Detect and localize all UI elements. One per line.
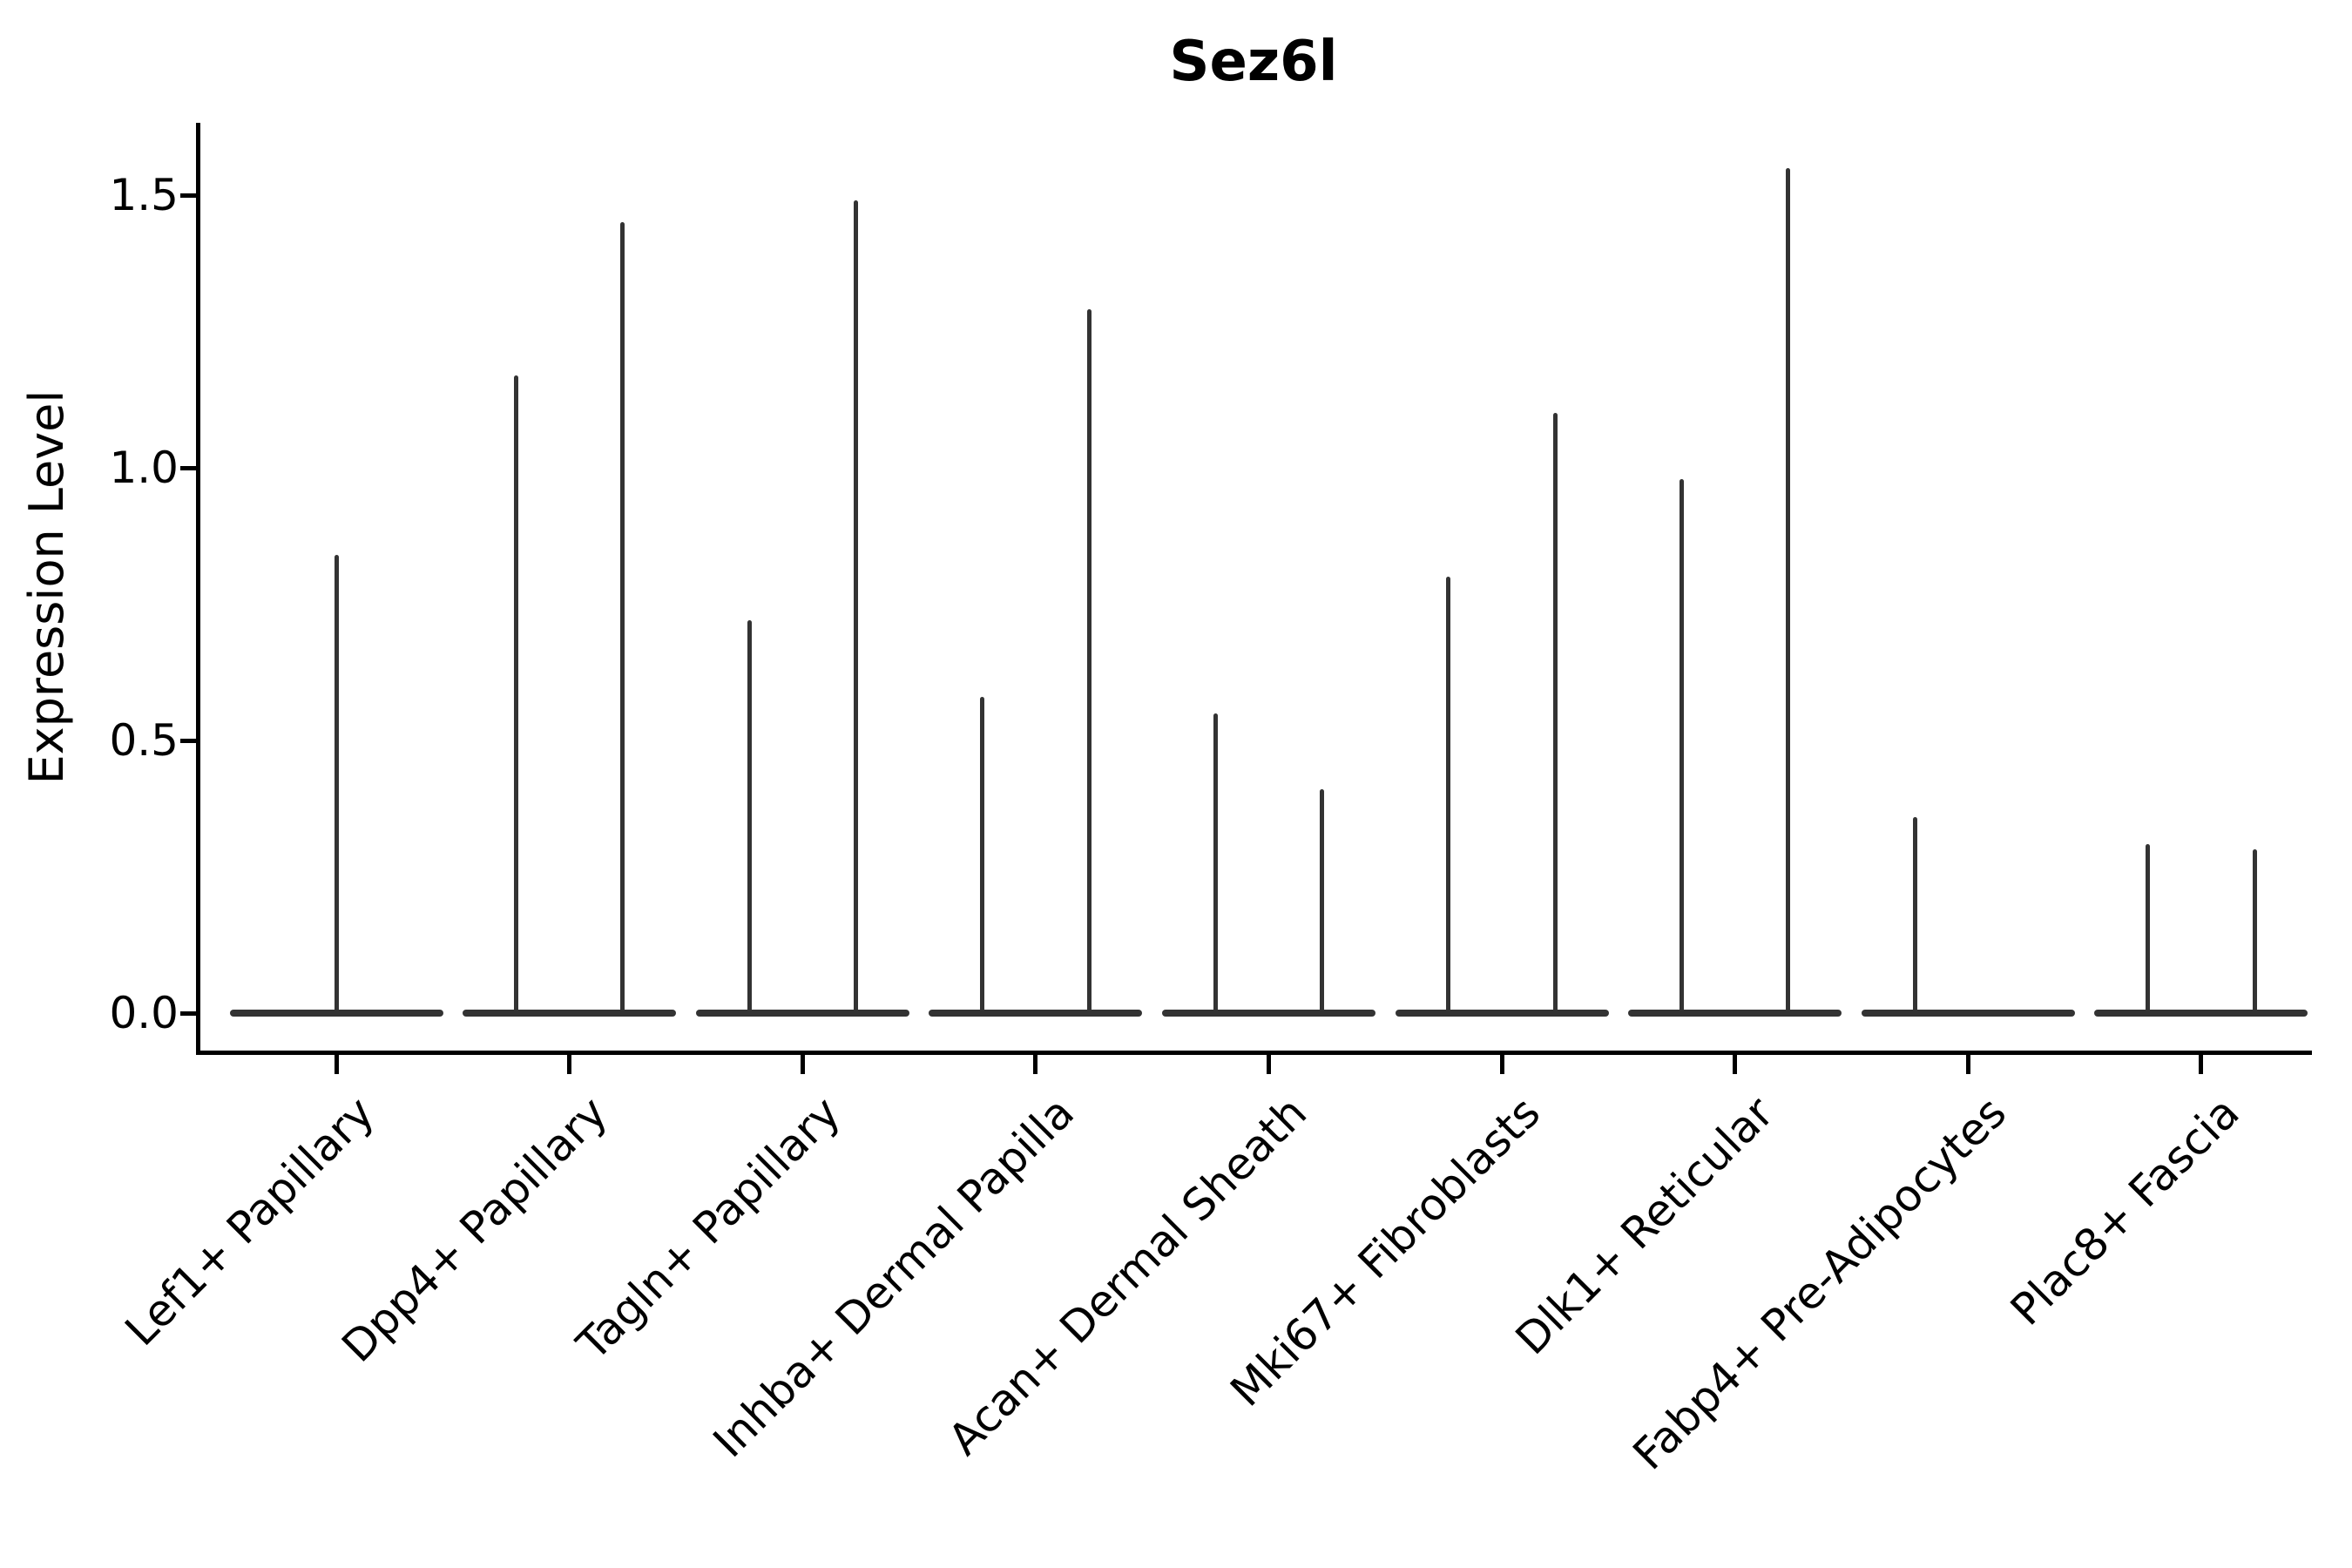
x-category-label: Plac8+ Fascia [2001,1087,2249,1335]
violin-spike [1446,577,1451,1013]
violin-pancake [2094,1010,2308,1017]
x-tick-mark [1499,1054,1504,1074]
violin-spike [853,200,858,1013]
y-tick-label: 0.0 [109,988,179,1038]
violin-spike [747,620,752,1013]
violin-spike [334,555,339,1013]
violin-pancake [929,1010,1143,1017]
x-tick-mark [1733,1054,1738,1074]
violin-spike [1086,309,1092,1013]
x-tick-mark [2199,1054,2204,1074]
violin-pancake [1861,1010,2075,1017]
violin-spike [1320,789,1325,1013]
x-tick-mark [567,1054,572,1074]
violin-spike [620,222,625,1013]
violin-spike [1213,713,1218,1013]
y-axis-spine [195,123,200,1055]
violin-spike [2146,843,2151,1013]
violin-spike [1786,167,1791,1013]
violin-spike [980,696,985,1013]
chart-title: Sez6l [1169,30,1338,94]
x-tick-mark [1266,1054,1271,1074]
x-tick-mark [334,1054,339,1074]
y-tick-label: 1.5 [109,170,179,220]
x-category-label: Lef1+ Papillary [115,1087,385,1356]
y-tick-label: 0.5 [109,715,179,766]
x-tick-mark [800,1054,805,1074]
violin-pancake [1628,1010,1842,1017]
x-tick-mark [1965,1054,1970,1074]
violin-pancake [1161,1010,1375,1017]
violin-spike [1679,478,1684,1013]
y-tick-mark [179,465,196,470]
x-axis-spine [195,1050,2312,1055]
y-tick-mark [179,738,196,743]
y-tick-label: 1.0 [109,443,179,493]
x-tick-mark [1033,1054,1038,1074]
y-tick-mark [179,193,196,198]
violin-pancake [1395,1010,1609,1017]
violin-pancake [229,1010,443,1017]
violin-spike [1912,816,1917,1013]
x-category-label: Fabp4+ Pre-Adipocytes [1623,1087,2017,1480]
violin-pancake [463,1010,677,1017]
violin-spike [513,375,518,1013]
y-axis-label: Expression Level [19,389,74,785]
violin-spike [2252,849,2257,1013]
y-tick-mark [179,1010,196,1016]
violin-spike [1552,413,1558,1013]
violin-pancake [695,1010,909,1017]
x-category-label: Dlk1+ Reticular [1505,1087,1783,1365]
